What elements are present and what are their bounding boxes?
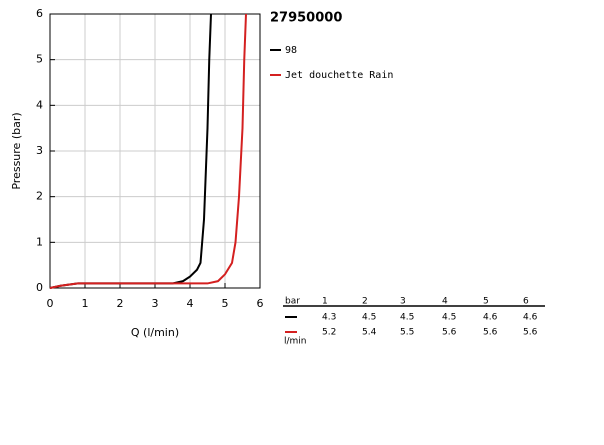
table-header: 1: [322, 297, 328, 307]
x-tick-label: 3: [152, 297, 159, 310]
y-tick-label: 4: [36, 98, 43, 111]
y-tick-label: 0: [36, 281, 43, 294]
table-header: 6: [523, 297, 529, 307]
table-cell: 5.4: [362, 328, 377, 338]
table-header: 5: [483, 297, 489, 307]
table-header: 4: [442, 297, 448, 307]
table-header: 3: [400, 297, 406, 307]
table-cell: 5.6: [523, 328, 538, 338]
x-tick-label: 6: [257, 297, 264, 310]
table-cell: 4.3: [322, 313, 336, 323]
table-unit: l/min: [284, 337, 307, 347]
table-cell: 4.5: [362, 313, 376, 323]
table-header: bar: [285, 297, 300, 307]
table-cell: 4.6: [523, 313, 538, 323]
table-cell: 5.6: [442, 328, 457, 338]
table-cell: 5.6: [483, 328, 498, 338]
table-header: 2: [362, 297, 368, 307]
y-tick-label: 6: [36, 7, 43, 20]
legend-label: Jet douchette Rain: [285, 70, 393, 81]
x-tick-label: 5: [222, 297, 229, 310]
plot-frame: [49, 13, 261, 289]
y-tick-label: 2: [36, 190, 43, 203]
legend-label: 98: [285, 45, 297, 56]
table-cell: 5.2: [322, 328, 336, 338]
line-series: [49, 13, 247, 289]
table-cell: 4.5: [442, 313, 456, 323]
x-tick-label: 4: [187, 297, 194, 310]
y-tick-label: 3: [36, 144, 43, 157]
y-tick-label: 1: [36, 235, 43, 248]
y-tick-label: 5: [36, 53, 43, 66]
table-cell: 4.5: [400, 313, 414, 323]
table-cell: 5.5: [400, 328, 414, 338]
x-tick-label: 1: [82, 297, 89, 310]
x-axis-label: Q (l/min): [131, 326, 179, 339]
y-axis-label: Pressure (bar): [10, 112, 23, 189]
table-cell: 4.6: [483, 313, 498, 323]
chart-title: 27950000: [270, 11, 342, 26]
x-tick-label: 0: [47, 297, 54, 310]
x-tick-label: 2: [117, 297, 124, 310]
